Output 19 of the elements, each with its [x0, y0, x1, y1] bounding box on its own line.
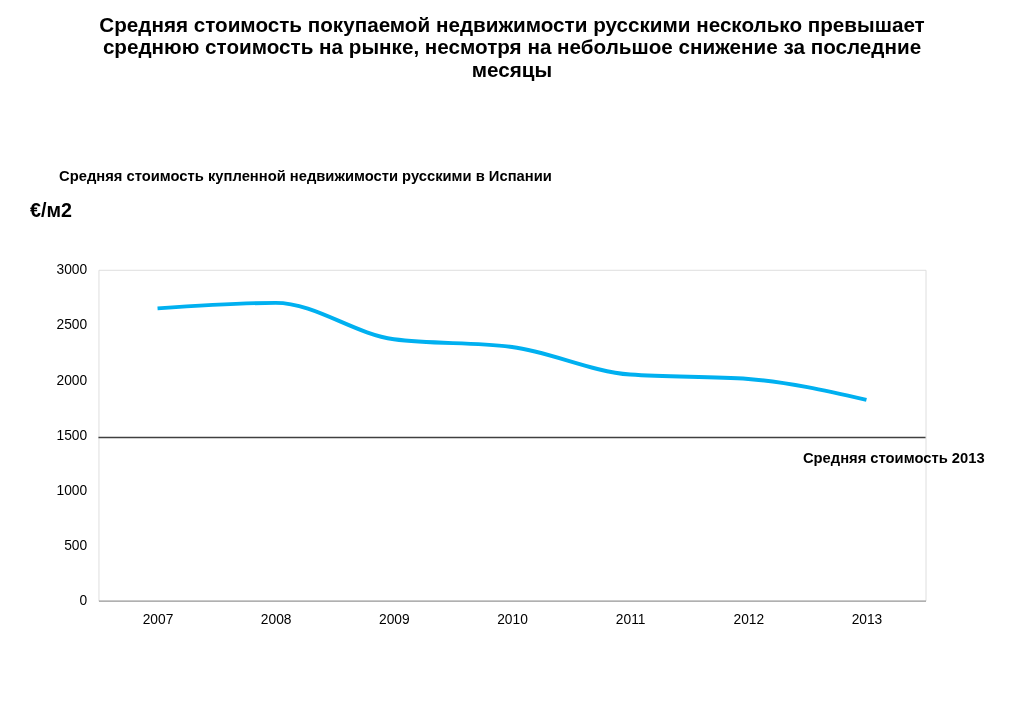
chart-subtitle: Средняя стоимость купленной недвижимости русскими в Испании: [59, 168, 552, 185]
y-tick-label: 500: [64, 537, 88, 553]
y-tick-label: 3000: [56, 262, 88, 278]
y-tick-label: 2500: [56, 317, 88, 333]
x-tick-label: 2009: [379, 611, 410, 627]
x-tick-label: 2008: [260, 611, 292, 627]
x-tick-label: 2007: [142, 611, 174, 627]
x-tick-label: 2012: [733, 611, 765, 627]
y-tick-label: 1500: [56, 427, 88, 443]
ref-line-label: Средняя стоимость 2013: [802, 450, 985, 467]
line-series: [155, 300, 869, 402]
chart-title: Средняя стоимость покупаемой недвижимости русскими несколько превышает среднюю стоимость на рынке, несмотря на небольшое снижение за последние месяцы: [99, 12, 925, 81]
x-tick-label: 2013: [851, 611, 883, 627]
x-tick-label: 2010: [497, 611, 529, 627]
y-axis-title: €/м2: [30, 199, 73, 222]
y-tick-label: 2000: [56, 372, 88, 388]
x-tick-label: 2011: [615, 611, 646, 627]
y-tick-label: 1000: [56, 482, 88, 498]
y-tick-label: 0: [79, 593, 88, 609]
